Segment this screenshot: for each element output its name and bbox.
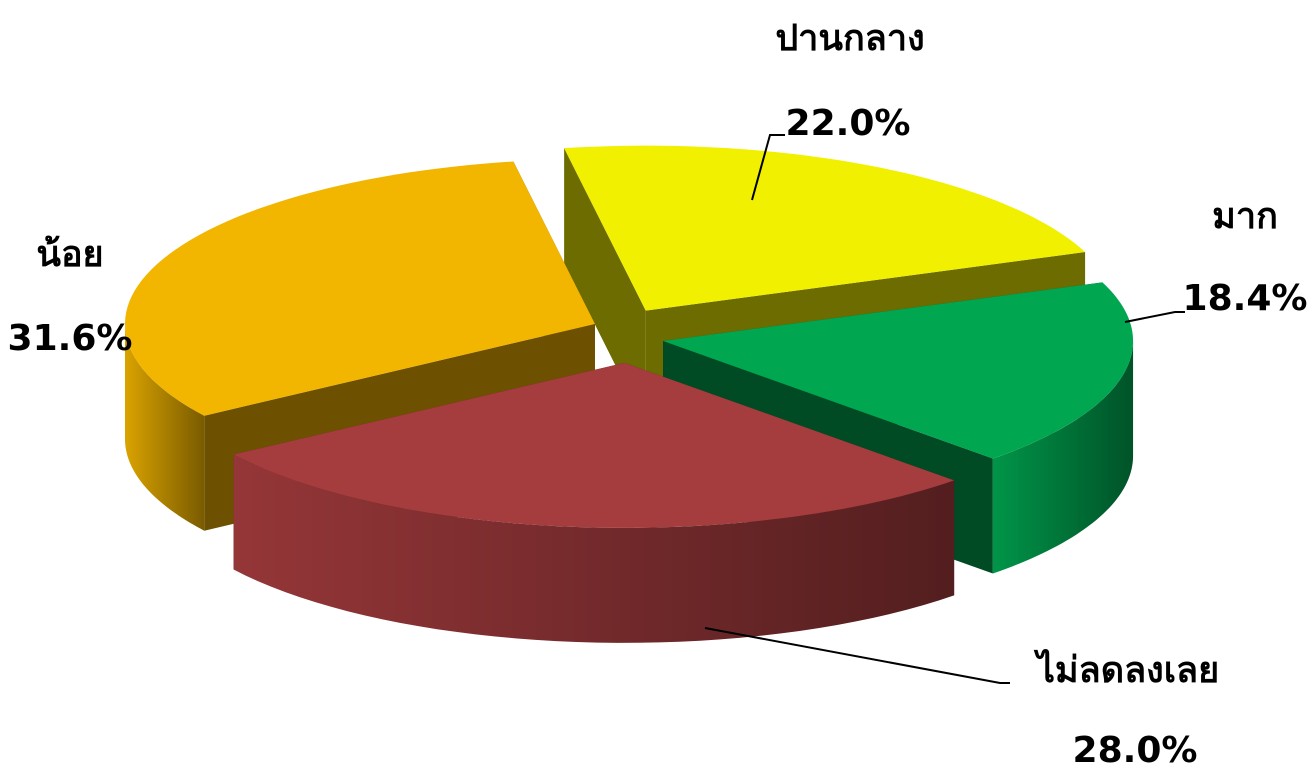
slice-rim — [992, 340, 1134, 574]
pie-slice — [125, 161, 595, 416]
value-label: 28.0% — [1073, 730, 1198, 771]
pie-slice — [233, 362, 955, 528]
pie-slice — [564, 145, 1086, 311]
slice-rim — [233, 454, 955, 643]
leader-line — [704, 627, 1010, 684]
leader-line — [751, 134, 785, 201]
pie-tops — [125, 145, 1134, 528]
value-label: 22.0% — [786, 103, 911, 144]
category-label: น้อย — [36, 234, 103, 275]
value-label: 18.4% — [1183, 278, 1308, 319]
value-label: 31.6% — [8, 318, 133, 359]
category-label: ปานกลาง — [775, 18, 924, 59]
slice-wall — [564, 148, 646, 426]
slice-rim — [124, 324, 205, 531]
pie-slice — [663, 282, 1134, 459]
leader-line — [1124, 311, 1185, 323]
category-label: มาก — [1212, 196, 1278, 237]
leader-lines — [704, 134, 1185, 684]
category-label: ไม่ลดลงเลย — [1033, 648, 1219, 691]
